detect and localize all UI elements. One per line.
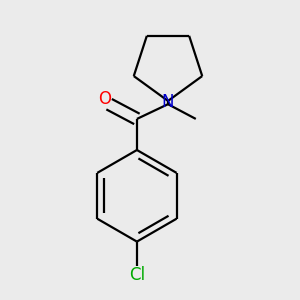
Text: O: O [98,90,111,108]
Text: Cl: Cl [129,266,145,284]
Text: N: N [162,93,174,111]
